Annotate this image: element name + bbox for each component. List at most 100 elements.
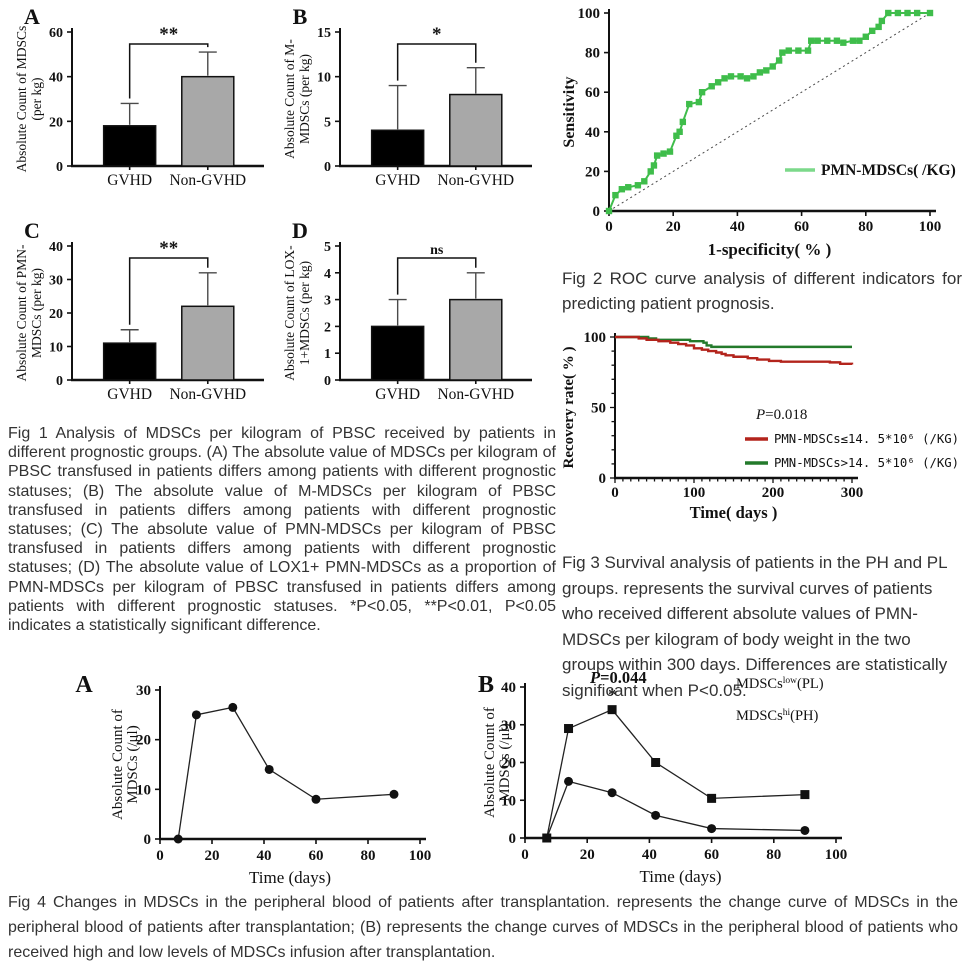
fig1-chart-a: A 0 20 40 60 Absolute Count of MDSCs (per kg) G… (14, 4, 264, 189)
svg-text:0: 0 (156, 848, 164, 864)
svg-text:ns: ns (430, 243, 444, 258)
svg-text:Non-GVHD: Non-GVHD (169, 386, 246, 403)
svg-text:60: 60 (49, 26, 63, 41)
svg-text:100: 100 (409, 848, 432, 864)
fig2-roc-chart: 0 20 40 60 80 100 0 20 40 60 80 100 1-specificity( %… (561, 6, 956, 259)
svg-text:30: 30 (136, 683, 151, 699)
svg-text:40: 40 (730, 219, 745, 235)
svg-text:Non-GVHD: Non-GVHD (437, 386, 514, 403)
svg-text:20: 20 (49, 307, 63, 322)
fig1-chart-c: C 0 10 20 30 40 Absolute Count of PMN- MDSCs (p… (14, 218, 264, 403)
svg-text:0: 0 (593, 204, 601, 220)
svg-text:Non-GVHD: Non-GVHD (169, 172, 246, 189)
svg-text:10: 10 (136, 782, 151, 798)
svg-text:10: 10 (49, 341, 63, 356)
svg-text:B: B (293, 4, 308, 29)
svg-text:5: 5 (324, 115, 331, 130)
svg-text:MDSCs (/μl): MDSCs (/μl) (497, 723, 513, 801)
svg-text:15: 15 (317, 26, 331, 41)
svg-text:0: 0 (144, 832, 152, 848)
svg-text:0: 0 (611, 485, 619, 501)
svg-text:100: 100 (919, 219, 942, 235)
svg-text:0: 0 (605, 219, 613, 235)
svg-text:GVHD: GVHD (375, 172, 420, 189)
svg-text:40: 40 (501, 680, 516, 696)
svg-text:MDSCs (per kg): MDSCs (per kg) (29, 268, 44, 358)
svg-text:40: 40 (585, 125, 600, 141)
svg-text:Time (days): Time (days) (639, 867, 721, 886)
svg-text:0: 0 (521, 847, 529, 863)
svg-text:Absolute Count of: Absolute Count of (482, 707, 498, 818)
svg-text:20: 20 (501, 756, 516, 772)
svg-text:20: 20 (49, 115, 63, 130)
svg-text:A: A (75, 672, 93, 698)
svg-text:D: D (292, 218, 308, 243)
svg-text:300: 300 (841, 485, 864, 501)
svg-text:PMN-MDSCs( /KG): PMN-MDSCs( /KG) (821, 162, 956, 179)
svg-text:10: 10 (317, 71, 331, 86)
svg-text:20: 20 (666, 219, 681, 235)
svg-text:**: ** (159, 24, 178, 45)
svg-text:P=0.044: P=0.044 (589, 668, 647, 687)
svg-text:100: 100 (584, 330, 607, 346)
svg-text:1-specificity( % ): 1-specificity( % ) (708, 240, 832, 259)
svg-text:MDSCs (per kg): MDSCs (per kg) (297, 54, 312, 144)
svg-text:Non-GVHD: Non-GVHD (437, 172, 514, 189)
fig2-caption: Fig 2 ROC curve analysis of different in… (562, 269, 962, 313)
svg-text:100: 100 (578, 6, 601, 22)
svg-text:Absolute Count of: Absolute Count of (110, 709, 126, 820)
fig1-chart-d: D 0 1 2 3 4 5 Absolute Count of LOX- 1+MDSCs (pe… (282, 218, 532, 403)
svg-text:80: 80 (766, 847, 781, 863)
svg-text:GVHD: GVHD (107, 172, 152, 189)
svg-text:60: 60 (585, 85, 600, 101)
svg-text:1+MDSCs (per kg): 1+MDSCs (per kg) (297, 261, 312, 365)
svg-text:0: 0 (509, 831, 517, 847)
fig4-caption: Fig 4 Changes in MDSCs in the peripheral… (8, 894, 958, 961)
svg-text:10: 10 (501, 793, 516, 809)
svg-text:GVHD: GVHD (375, 386, 420, 403)
svg-text:40: 40 (49, 71, 63, 86)
svg-text:80: 80 (858, 219, 873, 235)
fig3-caption: Fig 3 Survival analysis of patients in t… (562, 553, 948, 700)
fig4-chart-a: A 0 20 40 60 80 100 0 10 20 30 Absolute Count of MDS… (75, 672, 432, 887)
svg-text:20: 20 (136, 733, 151, 749)
svg-text:Absolute Count of M-: Absolute Count of M- (282, 39, 297, 159)
svg-text:PMN-MDSCs>14. 5*10⁶ (/KG): PMN-MDSCs>14. 5*10⁶ (/KG) (774, 456, 959, 470)
svg-text:20: 20 (580, 847, 595, 863)
svg-text:Absolute Count of PMN-: Absolute Count of PMN- (14, 244, 29, 381)
svg-text:80: 80 (585, 46, 600, 62)
svg-text:0: 0 (599, 471, 607, 487)
svg-text:**: ** (159, 238, 178, 259)
svg-text:*: * (432, 24, 442, 45)
svg-text:A: A (24, 4, 40, 29)
svg-text:40: 40 (49, 240, 63, 255)
svg-text:30: 30 (501, 718, 516, 734)
svg-text:Recovery rate( % ): Recovery rate( % ) (561, 346, 577, 468)
svg-text:Time (days): Time (days) (249, 868, 331, 887)
svg-text:60: 60 (309, 848, 324, 864)
svg-text:GVHD: GVHD (107, 386, 152, 403)
svg-text:B: B (478, 672, 494, 698)
fig1-caption: Fig 1 Analysis of MDSCs per kilogram of … (8, 425, 556, 635)
svg-text:P=0.018: P=0.018 (755, 407, 807, 423)
svg-text:Sensitivity: Sensitivity (561, 76, 578, 147)
svg-text:0: 0 (56, 160, 63, 175)
svg-text:20: 20 (585, 164, 600, 180)
svg-text:1: 1 (324, 347, 331, 362)
svg-text:2: 2 (324, 320, 331, 335)
svg-text:MDSCs (/μl): MDSCs (/μl) (125, 725, 141, 803)
svg-text:PMN-MDSCs≤14. 5*10⁶ (/KG): PMN-MDSCs≤14. 5*10⁶ (/KG) (774, 432, 959, 446)
svg-text:Absolute Count of MDSCs: Absolute Count of MDSCs (14, 26, 29, 173)
svg-text:(per kg): (per kg) (29, 77, 44, 120)
svg-text:Time( days ): Time( days ) (690, 503, 778, 522)
svg-text:100: 100 (683, 485, 706, 501)
svg-text:0: 0 (56, 374, 63, 389)
svg-text:40: 40 (257, 848, 272, 864)
svg-text:100: 100 (825, 847, 848, 863)
svg-text:30: 30 (49, 274, 63, 289)
svg-text:50: 50 (591, 401, 606, 417)
svg-text:200: 200 (762, 485, 785, 501)
svg-text:*: * (608, 687, 616, 704)
